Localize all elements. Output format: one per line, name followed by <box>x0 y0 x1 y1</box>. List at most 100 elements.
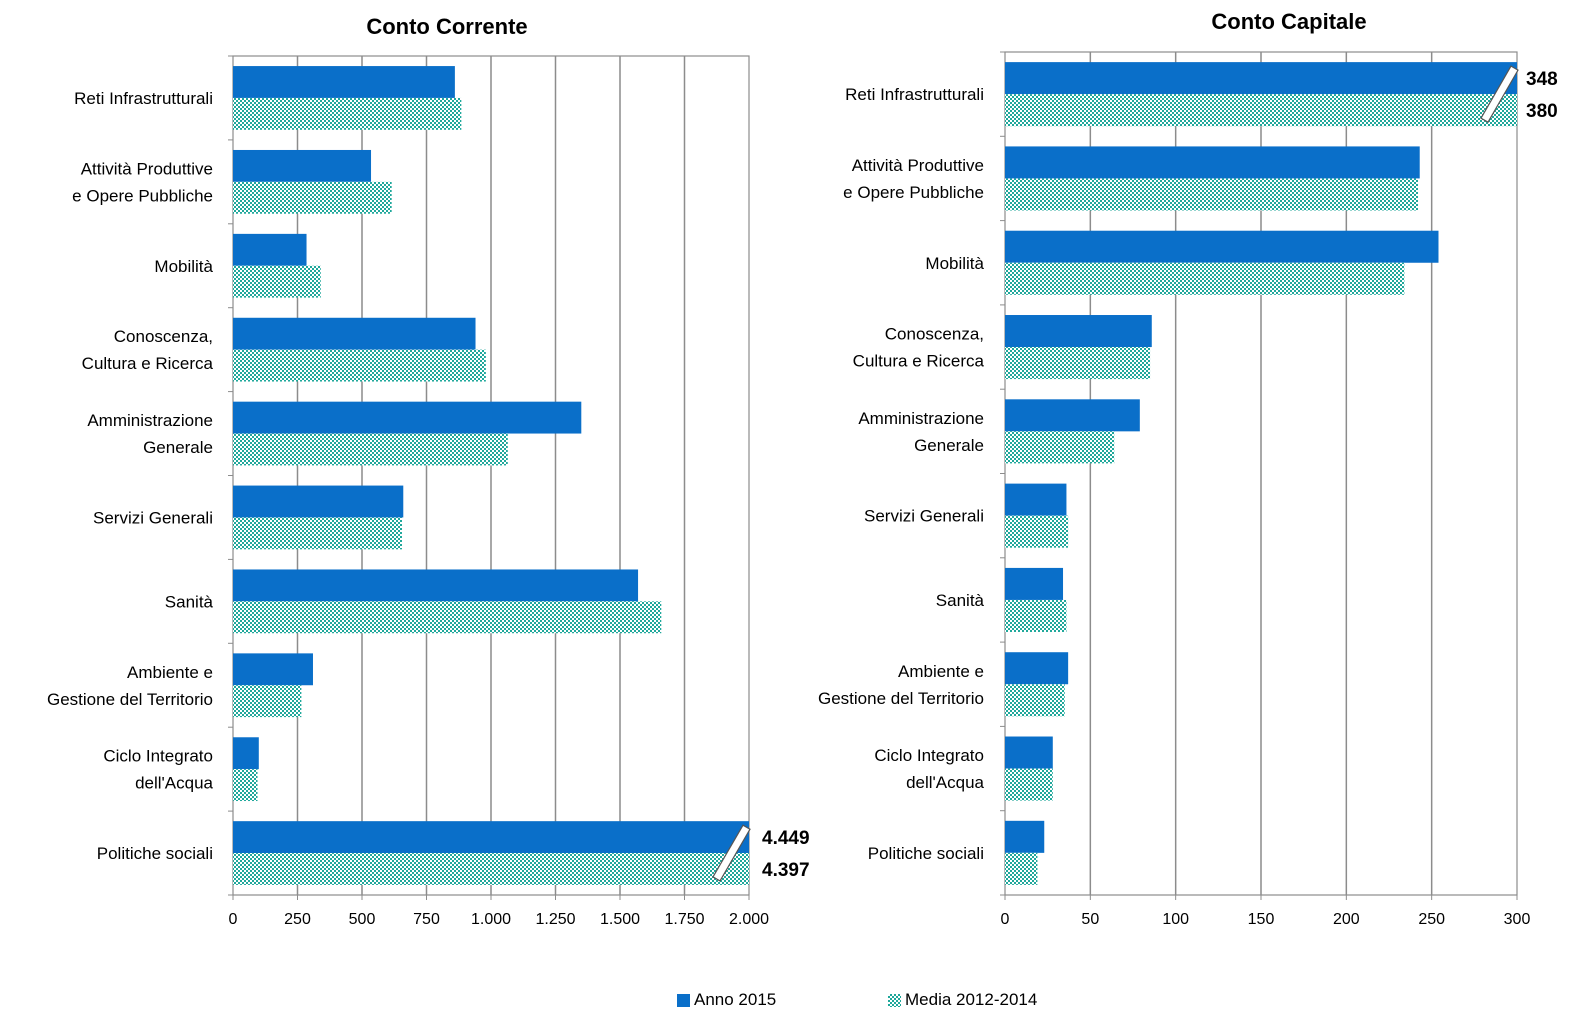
bar-media-2012-2014 <box>233 181 392 214</box>
value-annotation: 380 <box>1526 101 1558 122</box>
bar-anno-2015 <box>1005 567 1064 600</box>
bar-media-2012-2014 <box>233 685 302 718</box>
legend-item-anno-2015: Anno 2015 <box>677 990 776 1010</box>
category-label: Conoscenza, <box>885 325 984 344</box>
x-tick-label: 750 <box>413 911 440 928</box>
bar-media-2012-2014 <box>1005 431 1115 464</box>
bar-media-2012-2014 <box>233 853 749 885</box>
bar-anno-2015 <box>1005 483 1067 516</box>
bar-media-2012-2014 <box>1005 94 1517 127</box>
category-label: Sanità <box>165 592 214 611</box>
axis-break-mark <box>1480 65 1519 124</box>
legend-swatch-solid <box>677 993 690 1007</box>
x-tick-label: 50 <box>1081 911 1099 928</box>
bar-anno-2015 <box>1005 62 1517 95</box>
bar-media-2012-2014 <box>1005 768 1053 801</box>
category-label: Conoscenza, <box>114 327 213 346</box>
category-label: Ambiente e <box>127 663 213 682</box>
x-tick-label: 0 <box>1001 911 1010 928</box>
legend-label: Anno 2015 <box>694 990 777 1009</box>
value-annotation: 348 <box>1526 69 1558 90</box>
category-label: dell'Acqua <box>906 773 984 792</box>
bar-media-2012-2014 <box>1005 262 1405 295</box>
chart-title: Conto Corrente <box>366 14 527 39</box>
category-label: Mobilità <box>925 254 984 273</box>
value-annotation: 4.397 <box>762 860 810 881</box>
axis-break-mark <box>712 824 751 882</box>
category-label: Generale <box>914 436 984 455</box>
category-label: Reti Infrastrutturali <box>74 89 213 108</box>
bar-anno-2015 <box>233 821 749 854</box>
bar-media-2012-2014 <box>1005 599 1067 632</box>
x-tick-label: 1.750 <box>664 911 704 928</box>
x-tick-label: 250 <box>1418 911 1445 928</box>
bar-anno-2015 <box>1005 315 1152 348</box>
category-label: Cultura e Ricerca <box>82 354 214 373</box>
bar-anno-2015 <box>233 149 372 182</box>
legend-item-media-2012-2014: Media 2012-2014 <box>888 990 1037 1010</box>
category-label: Politiche sociali <box>97 844 213 863</box>
x-tick-label: 300 <box>1504 911 1531 928</box>
bar-anno-2015 <box>1005 652 1069 685</box>
bar-anno-2015 <box>1005 230 1439 263</box>
x-tick-label: 2.000 <box>729 911 769 928</box>
bar-media-2012-2014 <box>233 265 321 298</box>
category-label: Servizi Generali <box>864 507 984 526</box>
category-label: e Opere Pubbliche <box>843 183 984 202</box>
value-annotation: 4.449 <box>762 828 810 849</box>
bar-media-2012-2014 <box>1005 684 1065 717</box>
category-label: Sanità <box>936 591 985 610</box>
bar-anno-2015 <box>233 737 259 770</box>
category-label: Politiche sociali <box>868 844 984 863</box>
bar-anno-2015 <box>233 401 582 434</box>
legend-swatch-checker <box>888 993 901 1007</box>
bar-media-2012-2014 <box>233 433 508 466</box>
x-tick-label: 150 <box>1248 911 1275 928</box>
x-tick-label: 1.250 <box>535 911 575 928</box>
bar-anno-2015 <box>233 485 404 518</box>
bar-anno-2015 <box>233 317 476 350</box>
x-tick-label: 1.000 <box>471 911 511 928</box>
x-tick-label: 100 <box>1162 911 1189 928</box>
category-label: dell'Acqua <box>135 774 213 793</box>
category-label: Attività Produttive <box>852 156 984 175</box>
x-tick-label: 200 <box>1333 911 1360 928</box>
bar-anno-2015 <box>233 66 455 98</box>
category-label: Ciclo Integrato <box>103 747 213 766</box>
category-label: Generale <box>143 438 213 457</box>
category-label: Ambiente e <box>898 662 984 681</box>
category-label: Ciclo Integrato <box>874 746 984 765</box>
bar-anno-2015 <box>1005 146 1420 179</box>
x-tick-label: 0 <box>229 911 238 928</box>
category-label: Amministrazione <box>87 411 213 430</box>
bar-media-2012-2014 <box>1005 515 1069 548</box>
legend: Anno 2015 Media 2012-2014 <box>0 990 1581 1012</box>
bar-media-2012-2014 <box>233 97 462 130</box>
bar-media-2012-2014 <box>1005 852 1038 885</box>
category-label: Servizi Generali <box>93 508 213 527</box>
category-label: Cultura e Ricerca <box>853 352 985 371</box>
bar-media-2012-2014 <box>233 349 486 382</box>
bar-anno-2015 <box>233 233 307 266</box>
legend-label: Media 2012-2014 <box>905 990 1038 1009</box>
bar-anno-2015 <box>233 653 313 686</box>
chart-title: Conto Capitale <box>1211 9 1366 34</box>
bar-anno-2015 <box>233 569 639 602</box>
bar-media-2012-2014 <box>233 601 662 634</box>
category-label: e Opere Pubbliche <box>72 186 213 205</box>
bar-anno-2015 <box>1005 399 1140 432</box>
category-label: Gestione del Territorio <box>818 689 984 708</box>
category-label: Attività Produttive <box>81 159 213 178</box>
bar-media-2012-2014 <box>233 769 258 802</box>
x-tick-label: 1.500 <box>600 911 640 928</box>
bar-media-2012-2014 <box>1005 347 1151 380</box>
category-label: Gestione del Territorio <box>47 690 213 709</box>
category-label: Amministrazione <box>858 409 984 428</box>
bar-media-2012-2014 <box>233 517 402 550</box>
bar-media-2012-2014 <box>1005 178 1419 211</box>
category-label: Mobilità <box>154 257 213 276</box>
x-tick-label: 250 <box>284 911 311 928</box>
category-label: Reti Infrastrutturali <box>845 85 984 104</box>
